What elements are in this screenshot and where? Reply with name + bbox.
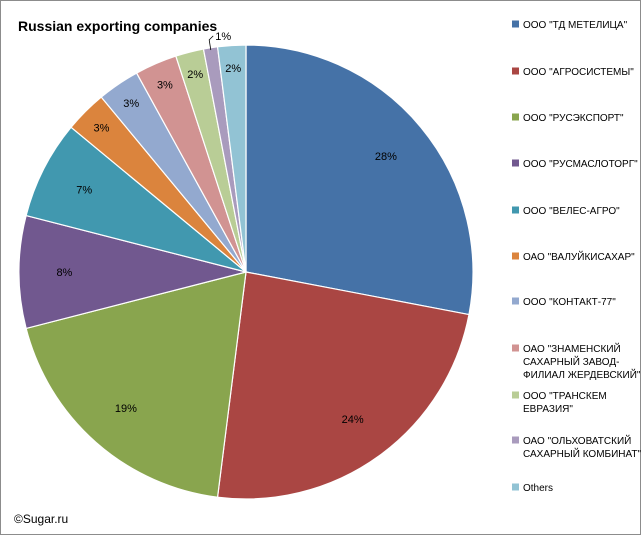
slice-4-wedge [18,214,247,330]
slice-7-label: 3% [123,98,139,110]
credit-text: ©Sugar.ru [14,512,68,526]
slice-4-label: 8% [56,267,72,279]
legend-label-2: ООО "АГРОСИСТЕМЫ" [523,67,634,78]
legend-label-6: ОАО "ВАЛУЙКИСАХАР" [523,250,635,263]
slice-10-leader-line [208,35,214,51]
legend-swatch-3 [512,113,519,121]
legend-swatch-5 [512,206,519,214]
chart-title: Russian exporting companies [18,18,217,34]
legend-label-9: ООО "ТРАНСКЕМ ЕВРАЗИЯ" [523,391,607,415]
legend-item-3: ООО "РУСЭКСПОРТ" [512,113,624,124]
slice-5-label: 7% [76,185,92,197]
legend-swatch-6 [512,252,519,260]
legend-swatch-8 [512,344,519,352]
legend-swatch-7 [512,297,519,305]
legend-label-3: ООО "РУСЭКСПОРТ" [523,113,624,124]
legend-item-1: ООО "ТД МЕТЕЛИЦА" [512,20,628,31]
legend-swatch-1 [512,20,519,28]
legend-label-7: ООО "КОНТАКТ-77" [523,297,616,308]
legend-item-6: ОАО "ВАЛУЙКИСАХАР" [512,250,635,263]
slice-9-label: 2% [187,69,203,81]
legend-label-1: ООО "ТД МЕТЕЛИЦА" [523,20,628,31]
slice-3-label: 19% [115,403,137,415]
pie-slices [18,44,474,500]
leader-lines [208,35,214,51]
slice-1-label: 28% [375,151,397,163]
legend-swatch-4 [512,159,519,167]
legend-item-7: ООО "КОНТАКТ-77" [512,297,616,308]
legend-label-11: Others [523,483,553,494]
legend-label-10: ОАО "ОЛЬХОВАТСКИЙ САХАРНЫЙ КОМБИНАТ" [523,434,641,460]
slice-1-wedge [245,44,474,316]
legend-swatch-10 [512,436,519,444]
legend-swatch-11 [512,483,519,491]
legend-item-9: ООО "ТРАНСКЕМ ЕВРАЗИЯ" [512,391,607,415]
slice-2-wedge [216,271,470,500]
slice-11-wedge [216,44,247,273]
legend-label-8: ОАО "ЗНАМЕНСКИЙ САХАРНЫЙ ЗАВОД-ФИЛИАЛ ЖЕР… [523,342,641,381]
legend-item-2: ООО "АГРОСИСТЕМЫ" [512,67,634,78]
legend-label-5: ООО "ВЕЛЕС-АГРО" [523,206,620,217]
slice-3-wedge [25,271,247,498]
legend-swatch-2 [512,67,519,75]
slice-11-label: 2% [225,63,241,75]
legend-item-11: Others [512,483,553,494]
legend-item-4: ООО "РУСМАСЛОТОРГ" [512,159,638,170]
legend-item-10: ОАО "ОЛЬХОВАТСКИЙ САХАРНЫЙ КОМБИНАТ" [512,434,641,460]
slice-6-label: 3% [94,123,110,135]
slice-labels: 28% 24% 19% 8% 7% 3% 3% 3% 2% 1% 2% [56,31,397,426]
legend-item-8: ОАО "ЗНАМЕНСКИЙ САХАРНЫЙ ЗАВОД-ФИЛИАЛ ЖЕР… [512,342,641,381]
legend-label-4: ООО "РУСМАСЛОТОРГ" [523,159,638,170]
legend: ООО "ТД МЕТЕЛИЦА" ООО "АГРОСИСТЕМЫ" ООО "Р… [512,20,641,494]
slice-8-label: 3% [157,80,173,92]
legend-swatch-9 [512,391,519,399]
legend-item-5: ООО "ВЕЛЕС-АГРО" [512,206,620,217]
slice-2-label: 24% [342,414,364,426]
slice-10-label: 1% [215,31,231,43]
